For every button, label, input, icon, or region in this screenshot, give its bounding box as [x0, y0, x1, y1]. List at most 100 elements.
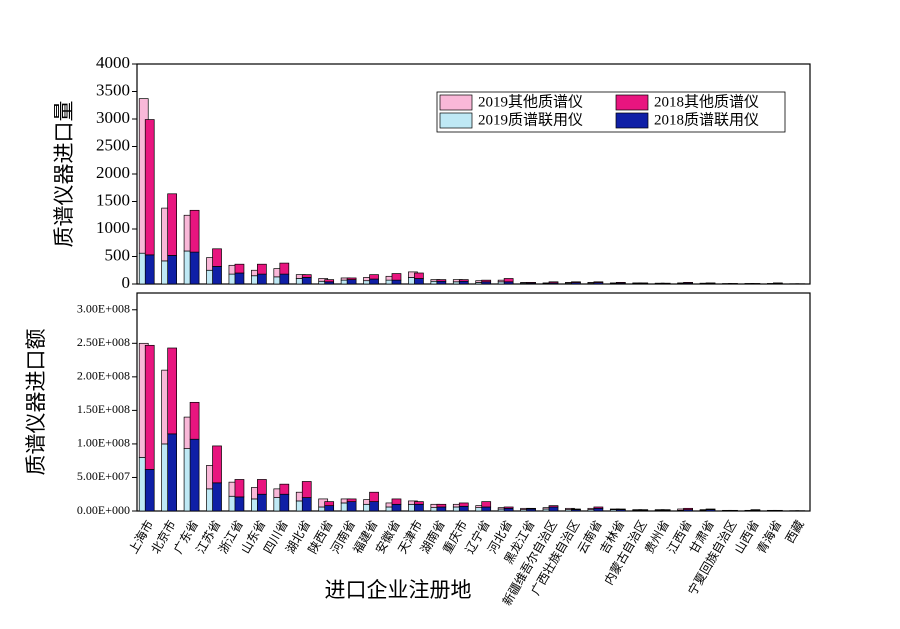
x-axis-label: 进口企业注册地 — [325, 578, 472, 602]
legend-swatch — [439, 94, 473, 111]
bar-segment — [391, 503, 402, 512]
bar-segment — [414, 501, 424, 505]
y-tick-label: 5.00E+007 — [77, 469, 130, 483]
legend-swatch — [439, 112, 473, 129]
bottom-frame — [136, 292, 811, 512]
legend-label: 2018其他质谱仪 — [654, 93, 759, 110]
bar-segment — [414, 503, 424, 512]
y-tick-label: 1000 — [96, 218, 130, 237]
bar-segment — [324, 279, 335, 283]
y-tick-label: 3500 — [96, 80, 130, 99]
bar-segment — [234, 496, 245, 512]
bar-segment — [346, 501, 357, 512]
bar-segment — [189, 251, 200, 285]
bar-segment — [167, 433, 177, 512]
y-tick-label: 1.00E+008 — [77, 436, 130, 450]
bar-segment — [212, 248, 222, 267]
bar-segment — [526, 507, 536, 510]
legend-box — [436, 91, 786, 133]
bar-segment — [458, 280, 469, 285]
y-tick-label: 500 — [105, 245, 131, 264]
y-tick-label: 1500 — [96, 190, 130, 209]
x-tick-label: 西藏 — [783, 518, 807, 546]
bar-segment — [705, 282, 716, 284]
bar-segment — [324, 505, 335, 512]
bar-segment — [234, 479, 245, 498]
y-axis-label: 质谱仪器进口额 — [24, 329, 48, 476]
bar-segment — [503, 506, 514, 509]
bar-segment — [660, 509, 671, 511]
bar-segment — [458, 279, 469, 282]
bar-segment — [705, 508, 716, 511]
bar-segment — [593, 507, 604, 512]
bar-segment — [257, 263, 267, 275]
bar-segment — [548, 505, 559, 508]
bar-segment — [593, 281, 604, 283]
bar-segment — [279, 273, 290, 285]
bar-segment — [458, 505, 469, 512]
y-tick-label: 4000 — [96, 53, 130, 72]
legend-label: 2019其他质谱仪 — [478, 93, 583, 110]
bar-segment — [257, 273, 267, 285]
bar-segment — [548, 281, 559, 284]
bar-segment — [638, 509, 649, 511]
bar-segment — [615, 508, 626, 511]
bar-segment — [346, 498, 357, 502]
y-axis-label: 质谱仪器进口量 — [52, 101, 76, 248]
bar-segment — [346, 279, 357, 285]
bar-segment — [458, 502, 469, 507]
bar-segment — [750, 509, 761, 511]
bar-segment — [503, 507, 514, 512]
bar-segment — [391, 279, 402, 285]
bar-segment — [279, 493, 290, 512]
bar-segment — [369, 491, 379, 502]
bar-segment — [481, 279, 492, 283]
bar-segment — [189, 401, 200, 440]
bar-segment — [436, 506, 447, 512]
bar-segment — [346, 277, 357, 280]
bar-segment — [212, 482, 222, 512]
legend-label: 2018质谱联用仪 — [654, 111, 759, 128]
y-tick-label: 1.50E+008 — [77, 402, 130, 416]
y-tick-label: 2000 — [96, 163, 130, 182]
bar-segment — [369, 274, 379, 280]
y-tick-label: 3.00E+008 — [77, 302, 130, 316]
bar-segment — [772, 282, 783, 284]
bar-segment — [144, 119, 155, 256]
bar-segment — [436, 280, 447, 285]
bar-segment — [301, 497, 312, 512]
bar-segment — [212, 266, 222, 285]
bar-segment — [615, 282, 626, 284]
bar-segment — [234, 272, 245, 285]
bar-segment — [526, 282, 536, 284]
bar-segment — [212, 445, 222, 484]
bar-segment — [571, 281, 581, 283]
bar-segment — [369, 501, 379, 512]
bar-segment — [571, 508, 581, 511]
bar-segment — [167, 255, 177, 285]
bar-segment — [301, 277, 312, 285]
bar-segment — [324, 501, 335, 506]
y-tick-label: 2.00E+008 — [77, 369, 130, 383]
bar-segment — [391, 498, 402, 505]
y-tick-label: 0.00E+000 — [77, 503, 130, 517]
bar-segment — [144, 254, 155, 285]
bar-segment — [391, 273, 402, 281]
bar-segment — [257, 493, 267, 512]
y-tick-label: 2500 — [96, 135, 130, 154]
bar-segment — [683, 507, 693, 511]
bar-segment — [301, 274, 312, 278]
bar-segment — [167, 347, 177, 435]
bar-segment — [301, 481, 312, 498]
bar-segment — [593, 506, 604, 509]
bar-segment — [257, 479, 267, 495]
legend-label: 2019质谱联用仪 — [478, 111, 583, 128]
bar-segment — [279, 483, 290, 495]
bar-segment — [638, 282, 649, 284]
y-tick-label: 3000 — [96, 108, 130, 127]
bar-segment — [503, 278, 514, 283]
y-tick-label: 2.50E+008 — [77, 335, 130, 349]
bar-segment — [548, 506, 559, 512]
bar-segment — [167, 193, 177, 256]
bar-segment — [144, 469, 155, 512]
